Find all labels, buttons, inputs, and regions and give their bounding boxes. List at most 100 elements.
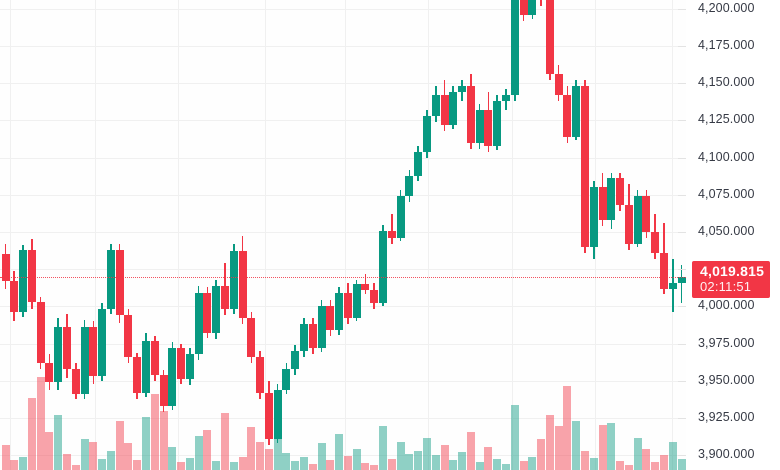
price-chart-plot-area[interactable] (0, 0, 686, 470)
volume-bar (177, 462, 186, 470)
volume-bar (36, 376, 45, 470)
volume-bar (54, 414, 63, 470)
price-scale-tick (678, 269, 686, 270)
volume-bar (501, 464, 510, 470)
volume-bar (458, 451, 467, 470)
candle-body (221, 285, 229, 310)
price-scale-label: 3,950.000 (698, 373, 755, 387)
gridline-vertical (265, 0, 266, 470)
candle-body (185, 353, 194, 380)
candle-body (624, 205, 633, 244)
volume-bar (633, 437, 642, 470)
candle-body (493, 101, 502, 146)
candle-body (379, 230, 388, 304)
volume-bar (466, 432, 475, 470)
candle-body (300, 324, 309, 351)
price-scale-tick (678, 232, 686, 233)
gridline-horizontal (0, 120, 686, 121)
candle-body (343, 293, 352, 319)
candle-body (633, 196, 642, 244)
price-scale-label: 3,900.000 (698, 447, 755, 461)
volume-bar (660, 454, 668, 470)
candle-body (317, 306, 326, 349)
candle-body (572, 86, 581, 137)
candle-body (141, 340, 150, 393)
volume-bar (537, 438, 546, 470)
candle-body (563, 95, 572, 137)
volume-bar (159, 411, 168, 470)
candle-body (387, 230, 396, 238)
candle-body (168, 348, 177, 407)
candle-body (19, 249, 28, 313)
volume-bar (431, 454, 440, 470)
candle-body (510, 0, 519, 96)
volume-bar (589, 457, 598, 470)
candle-body (449, 92, 458, 125)
volume-bar (449, 459, 458, 470)
volume-bar (27, 397, 36, 470)
candle-body (528, 0, 537, 15)
candle-body (598, 187, 607, 221)
candle-body (616, 178, 625, 206)
volume-bar (1, 445, 10, 470)
candle-body (519, 0, 528, 15)
price-scale-tick (678, 83, 686, 84)
gridline-horizontal (0, 232, 686, 233)
candle-body (414, 151, 423, 176)
volume-bar (563, 386, 572, 470)
volume-bar (554, 426, 563, 470)
volume-bar (203, 430, 212, 470)
price-scale-tick (678, 9, 686, 10)
volume-bar (396, 441, 405, 470)
volume-bar (282, 452, 291, 470)
volume-bar (124, 443, 133, 470)
volume-bar (106, 451, 115, 470)
volume-bar (229, 462, 238, 470)
gridline-horizontal (0, 344, 686, 345)
price-scale-label: 4,175.000 (698, 38, 755, 52)
candle-body (247, 318, 256, 357)
candle-body (194, 293, 203, 354)
candle-wick (364, 273, 367, 295)
price-scale-tick (678, 158, 686, 159)
volume-bar (212, 460, 221, 470)
volume-bar (642, 449, 651, 470)
volume-bar (545, 414, 554, 470)
candle-body (484, 110, 493, 146)
volume-bar (475, 462, 484, 470)
candle-body (607, 178, 616, 221)
gridline-horizontal (0, 418, 686, 419)
volume-bar (89, 441, 98, 470)
candle-body (545, 0, 554, 75)
candle-body (36, 301, 45, 363)
volume-bar (387, 458, 396, 470)
gridline-horizontal (0, 9, 686, 10)
candle-body (124, 315, 133, 357)
volume-bar (10, 459, 19, 470)
price-scale[interactable]: 4,200.000 4,175.000 4,150.000 4,125.000 4,10… (678, 0, 780, 470)
volume-bar (616, 460, 625, 470)
volume-bar (607, 422, 616, 470)
gridline-vertical (95, 0, 96, 470)
price-scale-label: 4,150.000 (698, 75, 755, 89)
candle-body (326, 306, 335, 331)
candle-body (554, 74, 563, 96)
gridline-vertical (345, 0, 346, 470)
candle-body (203, 293, 212, 334)
volume-bar (484, 447, 493, 470)
gridline-horizontal (0, 46, 686, 47)
candle-body (238, 251, 247, 319)
volume-bar (668, 441, 677, 470)
volume-bar (528, 456, 537, 470)
last-price-badge[interactable]: 4,019.815 02:11:51 (692, 260, 771, 299)
candle-body (431, 95, 440, 116)
candle-body (212, 285, 221, 334)
price-scale-label: 4,075.000 (698, 187, 755, 201)
price-scale-tick (678, 46, 686, 47)
candle-body (335, 293, 344, 331)
candle-body (106, 249, 115, 310)
volume-bar (194, 435, 203, 470)
candle-wick (680, 264, 683, 304)
candle-body (589, 187, 598, 247)
candle-body (62, 327, 71, 369)
